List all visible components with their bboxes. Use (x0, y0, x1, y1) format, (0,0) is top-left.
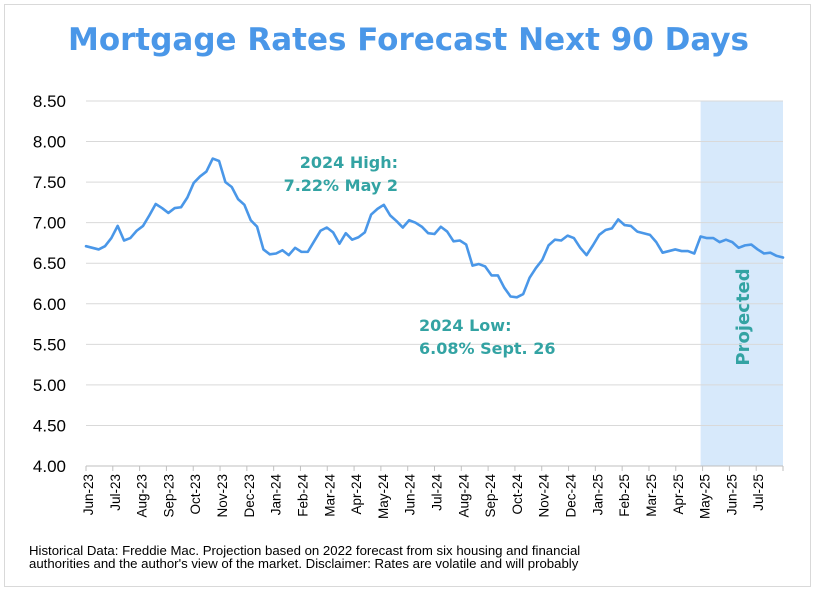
x-tick-label: Mar-25 (644, 474, 659, 517)
footnote-line-1: Historical Data: Freddie Mac. Projection… (29, 543, 581, 558)
y-tick-label: 7.50 (33, 173, 66, 192)
x-tick-label: Nov-23 (215, 474, 230, 518)
x-tick-label: Oct-24 (510, 474, 525, 515)
y-tick-label: 6.00 (33, 295, 66, 314)
x-tick-label: Aug-24 (456, 474, 471, 518)
x-tick-label: Dec-24 (564, 474, 579, 518)
x-tick-label: Jul-24 (430, 474, 445, 511)
y-tick-label: 8.50 (33, 92, 66, 111)
chart-title: Mortgage Rates Forecast Next 90 Days (67, 22, 749, 58)
x-tick-label: Apr-24 (349, 474, 364, 515)
x-tick-label: Jun-25 (724, 474, 739, 515)
y-tick-label: 8.00 (33, 133, 66, 152)
annotation-text: 7.22% May 2 (284, 176, 398, 195)
y-tick-label: 4.50 (33, 416, 66, 435)
projection-band (700, 101, 783, 466)
x-tick-label: Jun-23 (81, 474, 96, 515)
x-tick-label: May-24 (376, 474, 391, 520)
x-tick-label: May-25 (698, 474, 713, 519)
series-line (84, 157, 785, 299)
y-tick-label: 5.50 (33, 335, 66, 354)
annotation-text: 6.08% Sept. 26 (419, 339, 555, 358)
x-tick-label: Feb-25 (617, 474, 632, 517)
annotation-text: 2024 High: (300, 153, 398, 172)
y-tick-label: 6.50 (33, 254, 66, 273)
x-tick-label: Feb-24 (295, 474, 310, 517)
x-tick-label: Aug-23 (135, 474, 150, 518)
x-tick-label: Jun-24 (403, 474, 418, 516)
x-tick-label: Sep-23 (161, 474, 176, 518)
x-tick-label: Nov-24 (537, 474, 552, 518)
x-tick-label: Apr-25 (671, 474, 686, 515)
x-tick-label: Dec-23 (242, 474, 257, 518)
y-tick-label: 7.00 (33, 214, 66, 233)
x-tick-label: Jul-23 (108, 474, 123, 511)
x-tick-label: Mar-24 (322, 474, 337, 517)
projection-label: Projected (733, 268, 754, 365)
x-tick-label: Oct-23 (188, 474, 203, 515)
y-tick-label: 4.00 (33, 457, 66, 476)
annotation-text: 2024 Low: (419, 316, 511, 335)
x-tick-label: Jan-24 (269, 474, 284, 516)
x-tick-label: Jan-25 (590, 474, 605, 515)
footnote-line-2: authorities and the author's view of the… (29, 556, 579, 571)
x-tick-label: Jul-25 (751, 474, 766, 511)
y-tick-label: 5.00 (33, 376, 66, 395)
x-tick-label: Sep-24 (483, 474, 498, 518)
